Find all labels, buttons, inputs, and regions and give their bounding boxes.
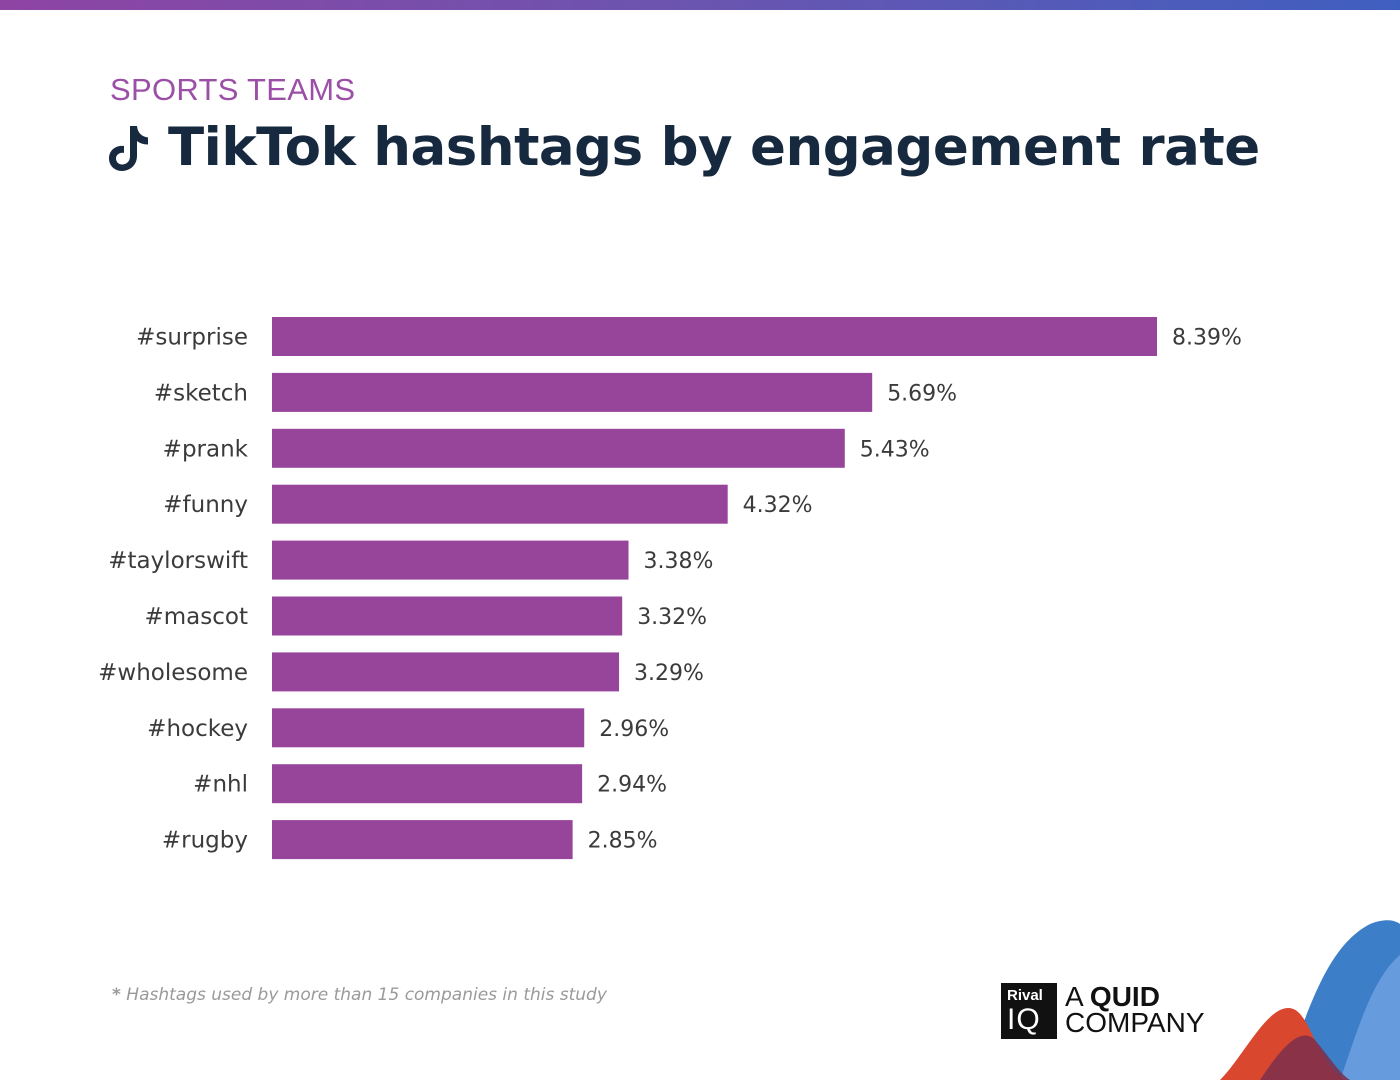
- logo-line2: IQ: [1007, 1003, 1041, 1036]
- brand-tagline: A QUID COMPANY: [1065, 981, 1205, 1038]
- tiktok-icon: [109, 126, 148, 171]
- value-label: 3.29%: [634, 661, 704, 686]
- value-label: 5.43%: [860, 437, 930, 462]
- value-label: 2.85%: [588, 829, 658, 854]
- bar: [272, 484, 728, 524]
- value-label: 8.39%: [1172, 326, 1242, 351]
- category-label: #surprise: [136, 325, 248, 351]
- corner-decoration: [1220, 920, 1400, 1080]
- value-label: 2.96%: [599, 717, 669, 742]
- footnote-star: *: [112, 985, 121, 1005]
- bar: [272, 317, 1157, 356]
- category-label: #funny: [163, 492, 248, 518]
- category-label: #taylorswift: [108, 548, 248, 574]
- top-gradient-bar: [0, 0, 1400, 10]
- category-label: #hockey: [147, 716, 248, 742]
- category-label: #prank: [163, 436, 249, 462]
- logo-line1: Rival: [1007, 987, 1043, 1004]
- category-label: #sketch: [154, 380, 248, 406]
- value-label: 3.32%: [637, 605, 707, 630]
- footnote: * Hashtags used by more than 15 companie…: [112, 985, 607, 1005]
- category-label: #rugby: [162, 828, 248, 854]
- category-label: #wholesome: [98, 660, 248, 686]
- category-label: #nhl: [193, 772, 248, 798]
- value-label: 2.94%: [597, 773, 667, 798]
- tagline-prefix: A: [1065, 981, 1090, 1012]
- value-label: 4.32%: [743, 493, 813, 518]
- category-label: SPORTS TEAMS: [110, 72, 356, 107]
- bar: [272, 652, 620, 692]
- category-label: #mascot: [145, 604, 249, 630]
- bar: [272, 596, 623, 636]
- rival-iq-logo: Rival IQ: [1001, 983, 1057, 1039]
- bar: [272, 540, 629, 580]
- bar: [272, 820, 573, 860]
- footnote-text: Hashtags used by more than 15 companies …: [126, 985, 607, 1005]
- value-label: 5.69%: [887, 381, 957, 406]
- bar: [272, 372, 873, 412]
- title-row: TikTok hashtags by engagement rate: [108, 112, 1260, 182]
- tagline-bold: QUID: [1089, 981, 1160, 1012]
- page-title: TikTok hashtags by engagement rate: [168, 116, 1260, 178]
- bar: [272, 764, 583, 804]
- tagline-line2: COMPANY: [1065, 1007, 1205, 1038]
- bar: [272, 428, 845, 468]
- value-label: 3.38%: [644, 549, 714, 574]
- bar: [272, 708, 585, 748]
